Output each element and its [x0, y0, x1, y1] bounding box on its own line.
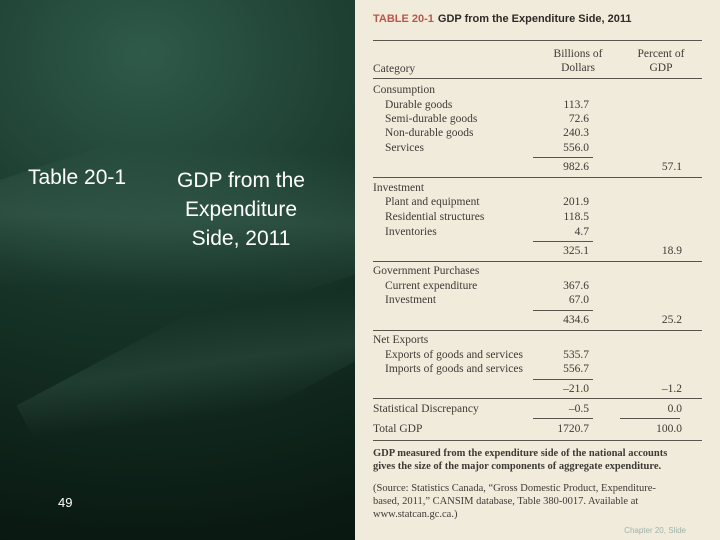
table-row: Current expenditure 367.6 [373, 279, 702, 294]
table-heading: TABLE 20-1 GDP from the Expenditure Side,… [373, 13, 632, 25]
page-number: 49 [58, 495, 73, 510]
table-top-rule [373, 40, 702, 41]
row-label: Inventories [385, 226, 437, 238]
row-label: Durable goods [385, 99, 453, 111]
subtotal-rule [533, 418, 593, 419]
table-row: Net Exports [373, 333, 702, 348]
slide-footer: Chapter 20, Slide [624, 526, 686, 535]
row-dollars: 434.6 [563, 314, 589, 326]
slide-title: GDP from the Expenditure Side, 2011 [177, 169, 305, 250]
row-percent: 18.9 [661, 245, 682, 257]
row-percent: –1.2 [661, 383, 682, 395]
section-rule [373, 330, 702, 331]
row-label: Current expenditure [385, 280, 478, 292]
row-dollars: 1720.7 [557, 423, 589, 435]
row-dollars: 201.9 [563, 196, 589, 208]
col-header-percent-line1: Percent of [637, 48, 685, 60]
row-label: Services [385, 142, 424, 154]
row-dollars: 982.6 [563, 161, 589, 173]
table-row: Inventories 4.7 [373, 225, 702, 240]
col-header-percent: Percent of GDP [625, 47, 697, 75]
table-row: Government Purchases [373, 264, 702, 279]
row-dollars: 118.5 [563, 211, 589, 223]
table-row-subtotal: 434.6 25.2 [373, 313, 702, 328]
row-dollars: –21.0 [563, 383, 589, 395]
row-percent: 25.2 [661, 314, 682, 326]
row-label: Non-durable goods [385, 127, 474, 139]
row-label: Total GDP [373, 423, 423, 435]
source-line: based, 2011,” CANSIM database, Table 380… [373, 496, 639, 507]
table-image: TABLE 20-1 GDP from the Expenditure Side,… [355, 0, 720, 540]
row-label: Semi-durable goods [385, 113, 478, 125]
table-row: Services 556.0 [373, 141, 702, 156]
row-label: Plant and equipment [385, 196, 480, 208]
table-row-total: Total GDP 1720.7 100.0 [373, 422, 702, 437]
section-rule [373, 398, 702, 399]
table-row-subtotal: 325.1 18.9 [373, 244, 702, 259]
table-row-subtotal: –21.0 –1.2 [373, 382, 702, 397]
header-rule [373, 78, 702, 79]
table-row: Investment 67.0 [373, 293, 702, 308]
table-source: (Source: Statistics Canada, “Gross Domes… [373, 482, 705, 521]
col-header-dollars: Billions of Dollars [538, 47, 618, 75]
source-line: (Source: Statistics Canada, “Gross Domes… [373, 483, 656, 494]
subtotal-rule [620, 418, 680, 419]
row-dollars: 240.3 [563, 127, 589, 139]
subtotal-rule [533, 157, 593, 158]
table-title: GDP from the Expenditure Side, 2011 [437, 13, 632, 25]
row-dollars: 556.0 [563, 142, 589, 154]
col-header-dollars-line2: Dollars [561, 62, 595, 74]
subtotal-rule [533, 310, 593, 311]
table-row: Semi-durable goods 72.6 [373, 112, 702, 127]
table-row: Plant and equipment 201.9 [373, 195, 702, 210]
col-header-dollars-line1: Billions of [553, 48, 603, 60]
row-percent: 100.0 [656, 423, 682, 435]
row-percent: 57.1 [661, 161, 682, 173]
slide-table-label: Table 20-1 [28, 166, 127, 189]
row-dollars: 367.6 [563, 280, 589, 292]
table-row: Investment [373, 181, 702, 196]
row-dollars: 535.7 [563, 349, 589, 361]
note-line: GDP measured from the expenditure side o… [373, 448, 668, 459]
table-row: Consumption [373, 83, 702, 98]
table-row: Exports of goods and services 535.7 [373, 348, 702, 363]
row-dollars: –0.5 [568, 403, 589, 415]
table-row: Non-durable goods 240.3 [373, 126, 702, 141]
table-row-subtotal: 982.6 57.1 [373, 160, 702, 175]
col-header-percent-line2: GDP [649, 62, 673, 74]
row-dollars: 67.0 [568, 294, 589, 306]
source-line: www.statcan.gc.ca.) [373, 509, 458, 520]
row-dollars: 325.1 [563, 245, 589, 257]
col-header-category: Category [373, 63, 416, 75]
row-label: Imports of goods and services [385, 363, 523, 375]
note-line: gives the size of the major components o… [373, 461, 662, 472]
row-dollars: 72.6 [568, 113, 589, 125]
section-rule [373, 261, 702, 262]
row-label: Statistical Discrepancy [373, 403, 479, 415]
row-label: Residential structures [385, 211, 485, 223]
row-label: Government Purchases [373, 265, 480, 277]
table-id: TABLE 20-1 [373, 13, 434, 25]
row-label: Exports of goods and services [385, 349, 523, 361]
row-percent: 0.0 [667, 403, 682, 415]
table-row: Residential structures 118.5 [373, 210, 702, 225]
table-note: GDP measured from the expenditure side o… [373, 447, 705, 473]
subtotal-rule [533, 241, 593, 242]
bottom-rule [373, 440, 702, 441]
row-label: Investment [373, 182, 425, 194]
section-rule [373, 177, 702, 178]
row-label: Investment [385, 294, 437, 306]
row-label: Consumption [373, 84, 435, 96]
row-dollars: 113.7 [563, 99, 589, 111]
table-row: Statistical Discrepancy –0.5 0.0 [373, 402, 702, 417]
row-dollars: 4.7 [574, 226, 589, 238]
row-dollars: 556.7 [563, 363, 589, 375]
table-row: Durable goods 113.7 [373, 98, 702, 113]
subtotal-rule [533, 379, 593, 380]
row-label: Net Exports [373, 334, 429, 346]
table-row: Imports of goods and services 556.7 [373, 362, 702, 377]
